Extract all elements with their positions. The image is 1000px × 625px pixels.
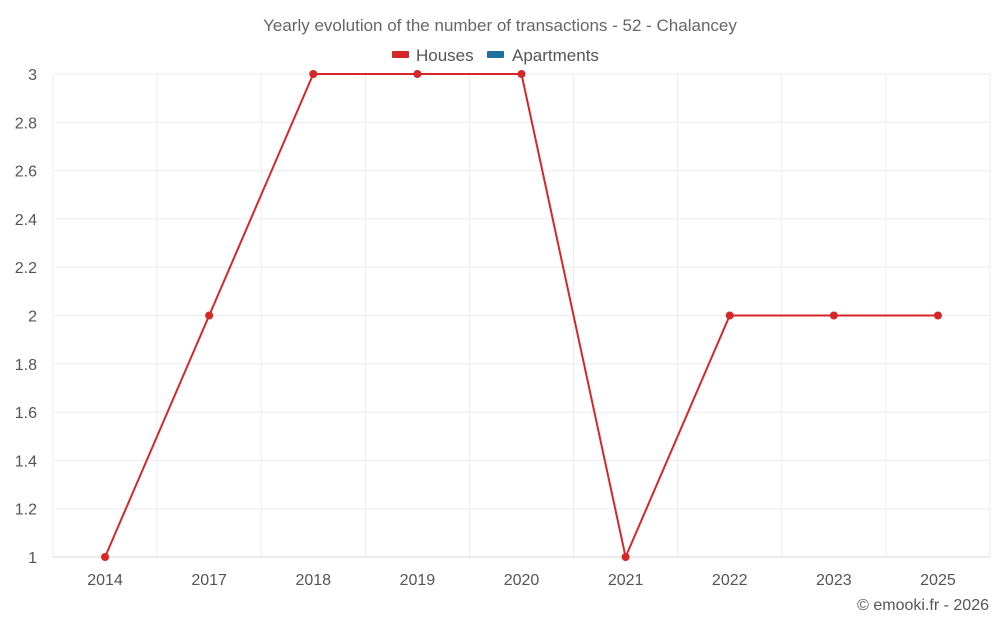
data-point[interactable] bbox=[621, 553, 630, 561]
legend-label-apartments: Apartments bbox=[512, 46, 599, 65]
data-point[interactable] bbox=[101, 553, 110, 561]
legend: Houses Apartments bbox=[392, 46, 599, 65]
y-tick-label: 1.2 bbox=[15, 502, 37, 519]
x-tick-label: 2025 bbox=[920, 572, 956, 589]
series-houses bbox=[101, 70, 942, 561]
x-tick-label: 2023 bbox=[816, 572, 852, 589]
y-tick-label: 2 bbox=[28, 309, 37, 326]
y-tick-label: 1.6 bbox=[15, 405, 37, 422]
legend-item-houses[interactable]: Houses bbox=[392, 46, 474, 65]
x-tick-label: 2014 bbox=[87, 572, 123, 589]
legend-swatch-houses bbox=[392, 51, 409, 58]
x-tick-label: 2019 bbox=[400, 572, 436, 589]
data-point[interactable] bbox=[829, 311, 838, 320]
y-tick-label: 3 bbox=[28, 67, 37, 84]
y-tick-label: 1.4 bbox=[15, 453, 37, 470]
x-tick-label: 2018 bbox=[295, 572, 331, 589]
legend-label-houses: Houses bbox=[416, 46, 474, 65]
data-point[interactable] bbox=[413, 70, 422, 78]
y-tick-label: 2.6 bbox=[15, 164, 37, 181]
y-tick-label: 1.8 bbox=[15, 357, 37, 374]
x-tick-label: 2017 bbox=[191, 572, 227, 589]
chart-title: Yearly evolution of the number of transa… bbox=[263, 16, 737, 35]
x-axis-ticks: 2014 2017 2018 2019 2020 2021 2022 2023 2025 bbox=[87, 572, 956, 589]
x-tick-label: 2022 bbox=[712, 572, 748, 589]
y-axis-ticks: 1 1.2 1.4 1.6 1.8 2 2.2 2.4 2.6 2.8 3 bbox=[15, 67, 37, 567]
x-tick-label: 2020 bbox=[504, 572, 540, 589]
data-point[interactable] bbox=[517, 70, 526, 78]
data-point[interactable] bbox=[933, 311, 942, 320]
x-tick-label: 2021 bbox=[608, 572, 644, 589]
y-tick-label: 2.2 bbox=[15, 260, 37, 277]
y-tick-label: 1 bbox=[28, 550, 37, 567]
y-tick-label: 2.4 bbox=[15, 212, 37, 229]
legend-swatch-apartments bbox=[487, 51, 504, 58]
credit-text: © emooki.fr - 2026 bbox=[857, 597, 989, 614]
legend-item-apartments[interactable]: Apartments bbox=[487, 46, 599, 65]
y-tick-label: 2.8 bbox=[15, 115, 37, 132]
data-point[interactable] bbox=[309, 70, 318, 78]
data-point[interactable] bbox=[725, 311, 734, 320]
data-point[interactable] bbox=[205, 311, 214, 320]
